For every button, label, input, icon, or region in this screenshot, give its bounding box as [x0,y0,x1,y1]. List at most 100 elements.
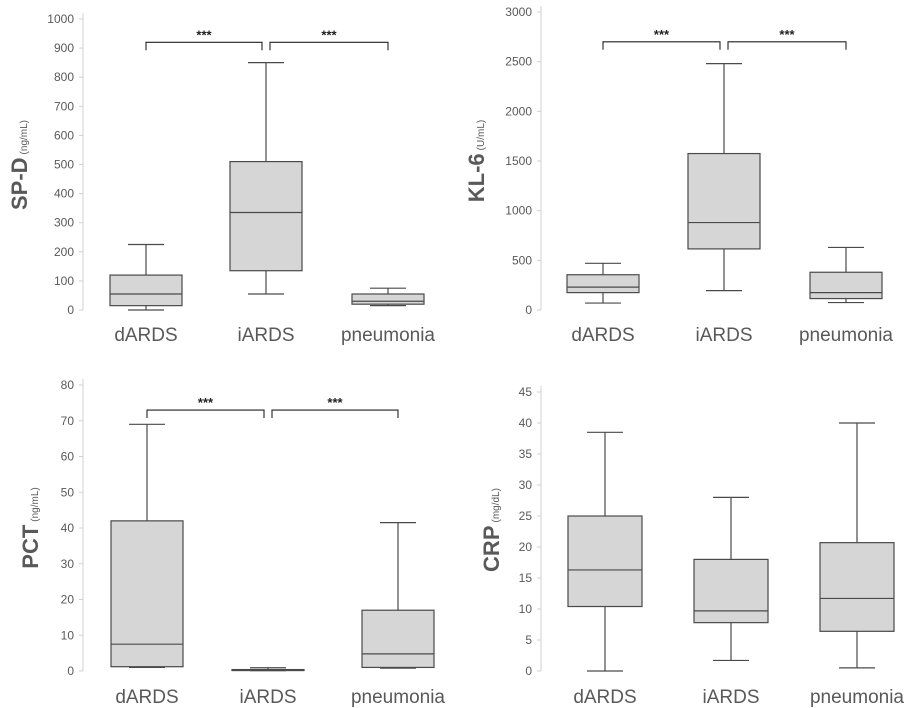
category-label: dARDS [115,687,178,708]
y-tick-label: 100 [54,274,74,288]
significance-label: *** [196,27,212,42]
y-tick-label: 0 [67,303,74,317]
significance-bracket: *** [145,27,263,51]
chart-panel-pct: 0 10 20 30 40 50 60 70 80 PCT (ng/mL) dARDS iARDS pne… [18,378,445,708]
y-tick-label: 40 [61,521,75,535]
category-label: pneumonia [341,325,435,346]
y-tick-label: 600 [54,128,74,142]
y-axis-label: PCT (ng/mL) [18,487,43,568]
significance-bracket: *** [269,27,389,51]
category-label: dARDS [571,325,634,346]
chart-panel-kl-6: 0 500 1000 1500 2000 2500 3000 KL-6 (U/mL) dARDS i… [464,5,893,346]
y-tick-label: 30 [519,478,533,492]
y-axis-label-unit: (ng/mL) [19,120,30,154]
y-tick-label: 45 [519,385,533,399]
bracket-line [269,41,389,51]
category-label: iARDS [702,687,759,708]
y-axis-label-main: KL-6 [464,153,489,202]
y-tick-label: 35 [519,447,533,461]
y-tick-label: 50 [61,485,75,499]
iqr-box [229,160,303,272]
y-tick-label: 1500 [505,154,532,168]
y-tick-label: 60 [61,450,75,464]
significance-label: *** [321,27,337,42]
category-label: pneumonia [351,687,445,708]
box-pneumonia [361,522,435,669]
iqr-box [687,152,761,250]
bracket-line [146,409,265,419]
y-tick-label: 80 [61,378,75,392]
chart-panel-sp-d: 0 100 200 300 400 500 600 700 800 900 1000 SP-D (ng/… [7,12,435,346]
y-tick-label: 500 [512,253,532,267]
y-tick-label: 0 [67,664,74,678]
category-label: iARDS [239,687,296,708]
y-tick-label: 10 [61,628,75,642]
category-label: dARDS [573,687,636,708]
y-tick-label: 0 [525,303,532,317]
y-tick-label: 1000 [505,204,532,218]
category-label: pneumonia [799,325,893,346]
y-tick-label: 400 [54,187,74,201]
y-axis-label-unit: (ng/mL) [30,487,41,521]
y-axis-label-unit: (U/mL) [476,120,487,151]
y-axis-label-main: SP-D [7,157,32,210]
y-tick-label: 0 [525,664,532,678]
significance-label: *** [327,395,343,410]
iqr-box [566,274,640,294]
y-tick-label: 20 [61,593,75,607]
box-dards [109,243,183,311]
iqr-box [809,271,883,300]
bracket-line [145,41,263,51]
iqr-box [110,520,184,668]
y-tick-label: 3000 [505,5,532,19]
y-tick-label: 15 [519,571,533,585]
y-tick-label: 200 [54,245,74,259]
y-tick-label: 30 [61,557,75,571]
y-axis-label: SP-D (ng/mL) [7,120,32,210]
significance-label: *** [198,395,214,410]
y-tick-label: 500 [54,158,74,172]
box-dards [567,431,643,672]
iqr-box [109,274,183,307]
box-iards [229,62,303,295]
category-label: iARDS [695,325,752,346]
box-iards [687,63,761,292]
iqr-box [693,558,769,624]
y-tick-label: 10 [519,602,533,616]
significance-bracket: *** [727,27,847,50]
y-axis-label-unit: (mg/dL) [491,488,502,522]
y-axis-label-main: PCT [18,524,43,569]
box-dards [566,262,640,304]
significance-label: *** [779,27,795,42]
y-tick-label: 20 [519,540,533,554]
significance-bracket: *** [146,395,265,419]
iqr-box [819,542,895,632]
box-pneumonia [819,422,895,669]
y-tick-label: 2000 [505,104,532,118]
bracket-line [271,409,399,419]
y-tick-label: 5 [525,633,532,647]
significance-bracket: *** [602,27,721,50]
y-axis-label: CRP (mg/dL) [479,488,504,572]
y-tick-label: 900 [54,41,74,55]
iqr-box [361,609,435,669]
box-iards [693,496,769,662]
chart-panel-crp: 0 5 10 15 20 25 30 35 40 45 CRP (mg/dL) dARDS iARDS pn… [479,385,904,708]
y-tick-label: 70 [61,414,75,428]
significance-label: *** [654,27,670,42]
y-tick-label: 40 [519,416,533,430]
y-tick-label: 2500 [505,55,532,69]
y-tick-label: 300 [54,216,74,230]
iqr-box [567,515,643,608]
box-pneumonia [351,287,425,307]
y-tick-label: 800 [54,70,74,84]
y-tick-label: 700 [54,99,74,113]
significance-bracket: *** [271,395,399,419]
category-label: iARDS [237,325,294,346]
bracket-line [602,41,721,50]
category-label: pneumonia [810,687,904,708]
box-pneumonia [809,246,883,304]
y-tick-label: 1000 [47,12,74,26]
category-label: dARDS [114,325,177,346]
